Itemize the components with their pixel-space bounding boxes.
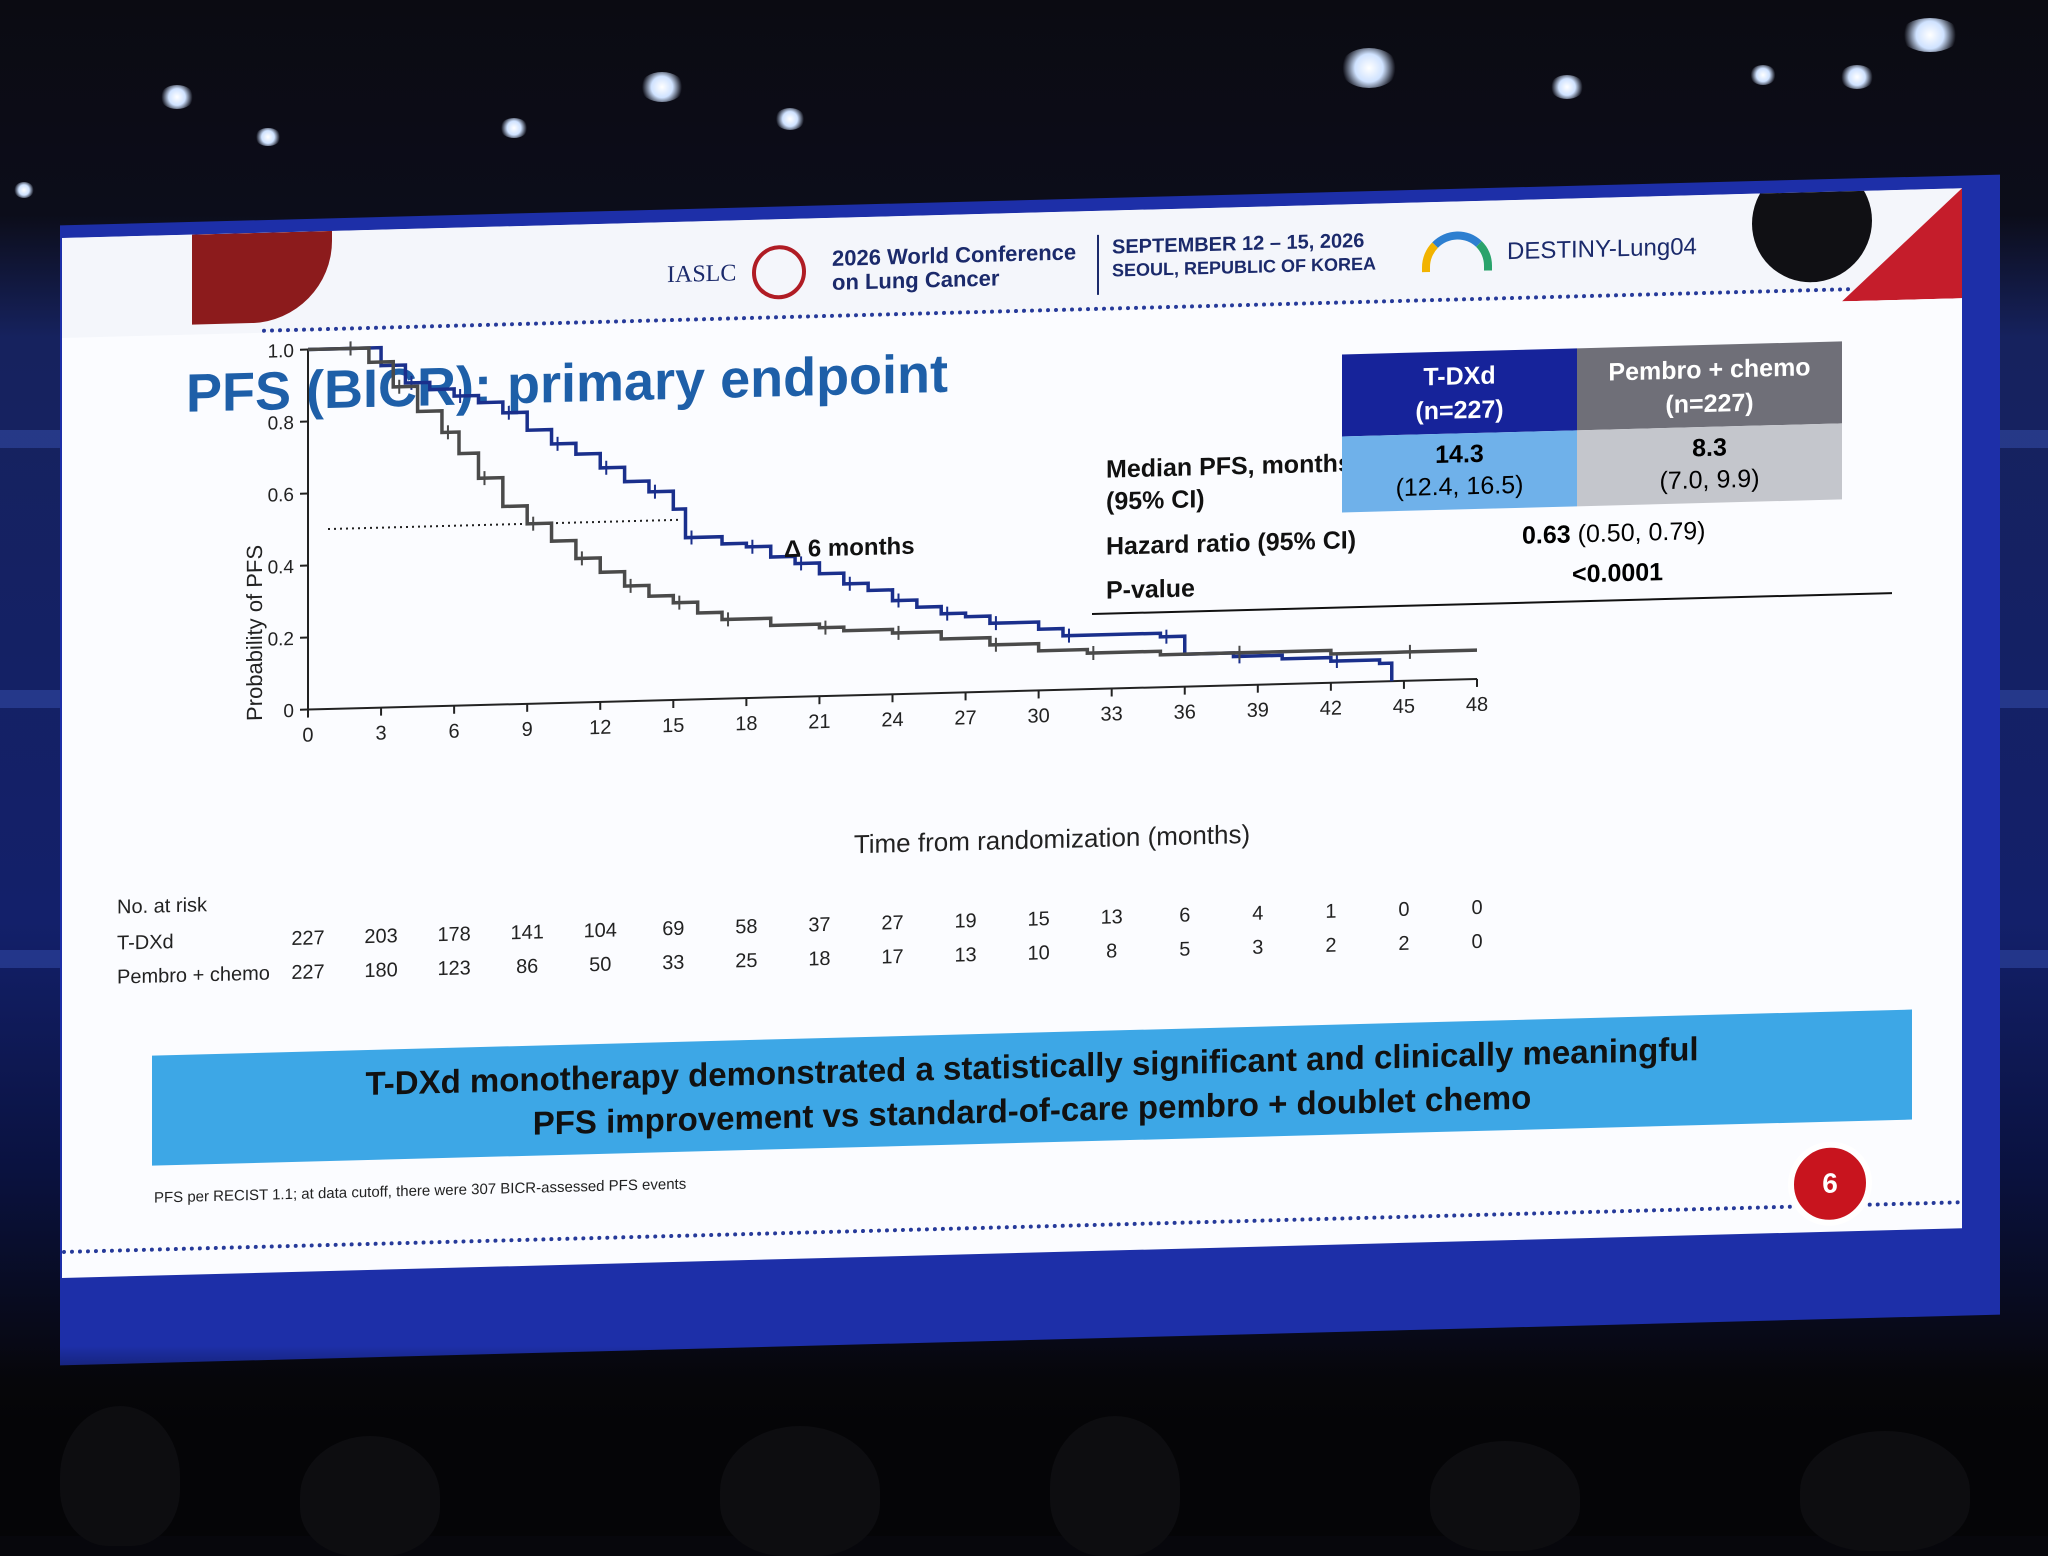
risk-count: 178 [424,923,484,948]
ceiling-light [1340,48,1398,88]
x-tick-label: 24 [881,709,903,732]
ceiling-light [160,85,194,109]
risk-count: 6 [1155,904,1215,929]
ceiling-light [500,118,528,138]
x-tick-label: 36 [1174,701,1196,724]
ceiling-light [1900,18,1960,52]
risk-count: 141 [497,921,557,946]
ceiling-light [775,108,805,130]
y-tick-label: 0.8 [268,413,294,435]
ceiling-light [255,128,281,146]
risk-count: 227 [278,927,338,952]
y-tick-label: 0.2 [268,629,294,651]
x-tick-label: 39 [1247,699,1269,722]
risk-count: 5 [1155,938,1215,963]
risk-count: 19 [936,910,996,935]
x-tick-label: 9 [522,719,533,741]
risk-count: 2 [1374,932,1434,957]
footnote: PFS per RECIST 1.1; at data cutoff, ther… [154,1176,686,1207]
risk-count: 50 [570,953,630,978]
median-reference-line [328,520,678,529]
audience-silhouettes [0,1346,2048,1536]
risk-count: 18 [789,947,849,972]
ceiling-light [640,72,684,102]
risk-count: 13 [936,944,996,969]
risk-count: 33 [643,951,703,976]
x-tick-label: 27 [954,707,976,730]
ceiling-light [1550,75,1584,99]
audience-head [1800,1431,1970,1551]
x-tick-label: 42 [1320,697,1342,720]
x-tick-label: 45 [1393,696,1415,719]
x-tick-label: 33 [1101,703,1123,726]
audience-head [1430,1441,1580,1551]
risk-count: 37 [789,913,849,938]
ceiling-light [1750,65,1776,85]
risk-count: 3 [1228,936,1288,961]
delta-annotation: Δ 6 months [784,533,915,563]
y-tick-label: 0 [283,701,294,722]
risk-count: 17 [863,945,923,970]
conclusion-banner: T-DXd monotherapy demonstrated a statist… [152,1010,1912,1166]
risk-row-label-tdxd: T-DXd [117,931,174,955]
risk-count: 1 [1301,900,1361,925]
x-tick-label: 18 [735,713,757,736]
x-tick-label: 12 [589,717,611,740]
risk-count: 0 [1447,930,1507,955]
risk-count: 8 [1082,940,1142,965]
y-tick-label: 1.0 [268,341,294,363]
risk-count: 25 [716,949,776,974]
risk-count: 2 [1301,934,1361,959]
number-at-risk-label: No. at risk [117,894,207,919]
page-number-badge: 6 [1788,1141,1872,1227]
risk-count: 69 [643,917,703,942]
audience-head [300,1436,440,1556]
audience-head [1050,1416,1180,1556]
x-tick-label: 30 [1028,705,1050,728]
x-tick-label: 15 [662,715,684,738]
risk-count: 58 [716,915,776,940]
risk-count: 0 [1447,896,1507,921]
risk-row-label-pembro: Pembro + chemo [117,963,270,990]
risk-count: 123 [424,957,484,982]
x-tick-label: 48 [1466,694,1488,717]
x-tick-label: 6 [449,721,460,743]
pembro-survival-curve [308,319,1477,681]
risk-count: 15 [1009,908,1069,933]
risk-count: 180 [351,959,411,984]
risk-count: 4 [1228,902,1288,927]
x-axis-line [308,679,1477,710]
risk-count: 227 [278,961,338,986]
y-axis-label: Probability of PFS [242,545,267,722]
y-tick-label: 0.6 [268,485,294,507]
y-tick-label: 0.4 [268,557,295,579]
x-tick-label: 21 [808,711,830,734]
risk-count: 86 [497,955,557,980]
risk-count: 10 [1009,942,1069,967]
audience-head [60,1406,180,1546]
ceiling-light [14,182,34,198]
risk-count: 13 [1082,906,1142,931]
ceiling-light [1840,65,1874,89]
x-tick-label: 0 [302,724,313,746]
risk-count: 0 [1374,898,1434,923]
risk-count: 27 [863,911,923,936]
risk-count: 203 [351,925,411,950]
x-axis-label: Time from randomization (months) [854,819,1250,859]
x-tick-label: 3 [376,723,387,745]
audience-head [720,1426,880,1556]
risk-count: 104 [570,919,630,944]
presentation-slide: IASLC 2026 World Conference on Lung Canc… [62,188,1962,1278]
